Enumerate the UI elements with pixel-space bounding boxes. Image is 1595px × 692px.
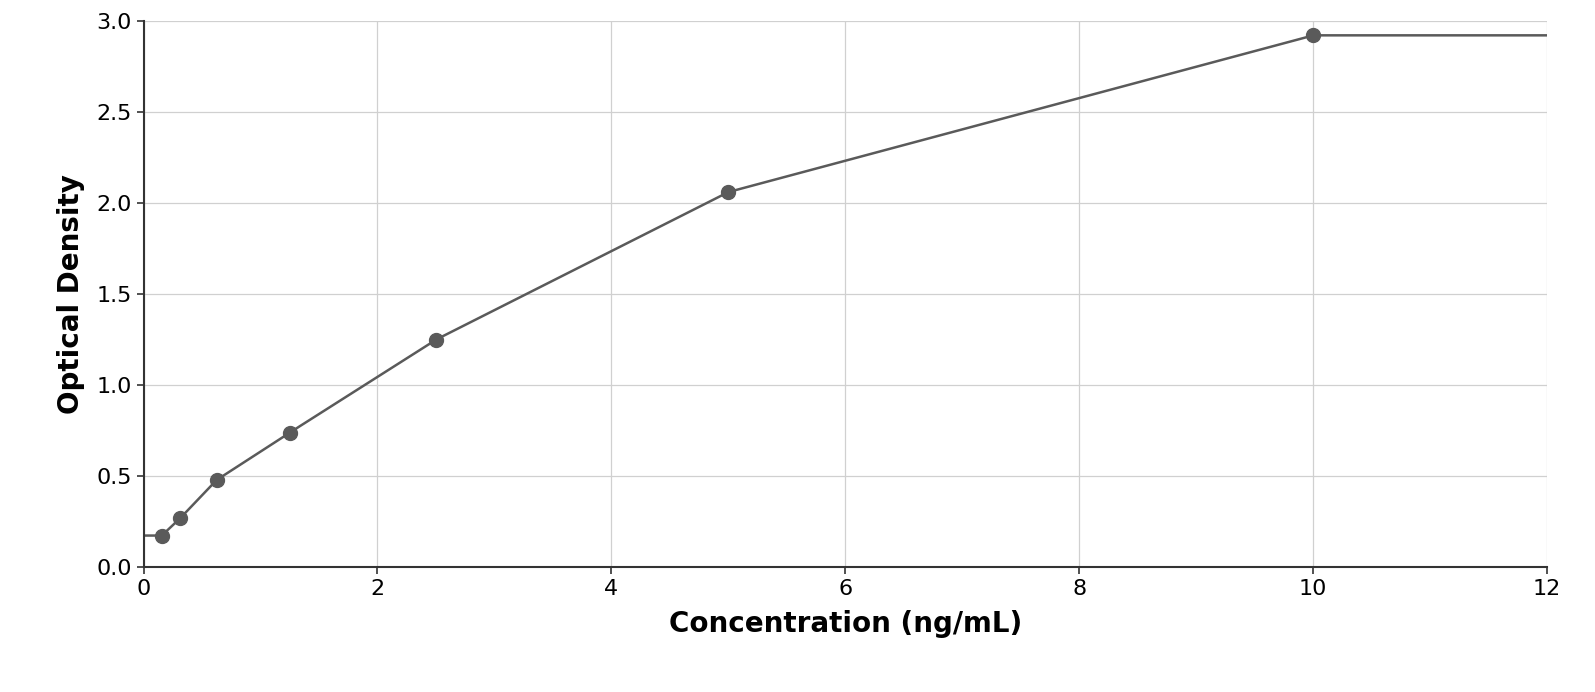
Point [204, 475, 230, 486]
Point [167, 513, 193, 524]
Point [148, 530, 174, 541]
Point [423, 334, 448, 345]
X-axis label: Concentration (ng/mL): Concentration (ng/mL) [668, 610, 1022, 638]
Point [278, 427, 303, 438]
Point [1300, 30, 1325, 41]
Point [716, 187, 742, 198]
Y-axis label: Optical Density: Optical Density [57, 174, 85, 414]
